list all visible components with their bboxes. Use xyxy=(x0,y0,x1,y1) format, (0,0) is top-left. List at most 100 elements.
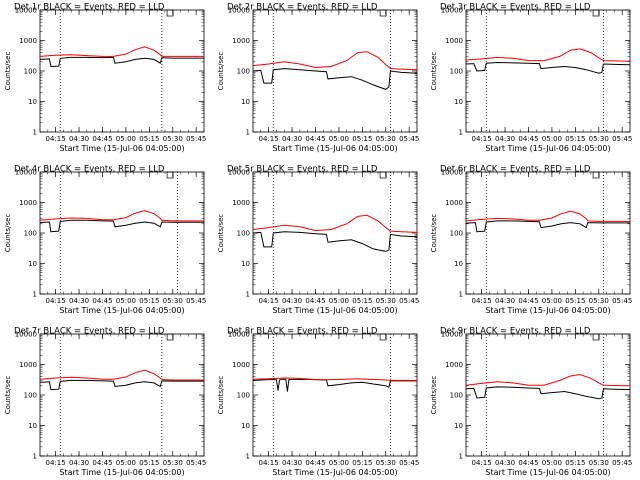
x-tick-label: 04:45 xyxy=(305,297,325,305)
y-tick-label: 1000 xyxy=(19,361,37,369)
marker-box xyxy=(166,9,174,17)
chart-title: Det 9r BLACK = Events, RED = LLD xyxy=(440,327,591,337)
x-tick-label: 05:15 xyxy=(352,297,372,305)
x-axis-label: Start Time (15-Jul-06 04:05:00) xyxy=(272,306,397,315)
series-line-lld xyxy=(252,214,418,233)
x-tick-label: 04:45 xyxy=(518,297,538,305)
plot-frame xyxy=(39,9,205,133)
y-tick-label: 100 xyxy=(237,230,250,238)
marker-box xyxy=(379,333,387,341)
x-tick-label: 04:45 xyxy=(305,459,325,467)
x-tick-label: 04:30 xyxy=(69,135,89,143)
chart-title: Det 3r BLACK = Events, RED = LLD xyxy=(440,3,591,13)
x-tick-label: 04:45 xyxy=(92,297,112,305)
y-axis-label: Counts/sec xyxy=(4,52,12,91)
x-tick-label: 04:15 xyxy=(259,135,279,143)
chart-title: Det 8r BLACK = Events, RED = LLD xyxy=(227,327,378,337)
x-tick-label: 05:30 xyxy=(376,297,396,305)
chart-panel-3: Det 3r BLACK = Events, RED = LLD 1 10 100 10… xyxy=(430,3,632,154)
x-tick-label: 05:15 xyxy=(352,459,372,467)
y-tick-label: 100 xyxy=(237,68,250,76)
x-tick-label: 05:45 xyxy=(612,135,632,143)
chart-title: Det 7r BLACK = Events, RED = LLD xyxy=(14,327,165,337)
y-tick-label: 10000 xyxy=(15,7,37,15)
x-tick-label: 04:30 xyxy=(495,459,515,467)
y-tick-label: 10000 xyxy=(228,331,250,339)
y-tick-label: 100 xyxy=(24,392,37,400)
x-tick-label: 04:15 xyxy=(46,135,66,143)
chart-panel-1: Det 1r BLACK = Events, RED = LLD 1 10 100 10… xyxy=(4,3,206,154)
y-tick-label: 10 xyxy=(241,98,250,106)
series-line-events xyxy=(465,386,631,400)
x-axis-label: Start Time (15-Jul-06 04:05:00) xyxy=(485,306,610,315)
y-tick-label: 100 xyxy=(237,392,250,400)
x-tick-label: 05:00 xyxy=(542,297,562,305)
plot-frame xyxy=(39,333,205,457)
x-tick-label: 04:30 xyxy=(282,459,302,467)
x-tick-label: 04:45 xyxy=(92,459,112,467)
x-tick-label: 05:00 xyxy=(116,297,136,305)
y-tick-label: 1000 xyxy=(445,37,463,45)
y-tick-label: 1000 xyxy=(19,199,37,207)
series-line-events xyxy=(39,219,204,233)
plot-frame xyxy=(465,333,631,457)
x-tick-label: 05:15 xyxy=(139,459,159,467)
x-tick-label: 04:45 xyxy=(305,135,325,143)
x-tick-label: 05:00 xyxy=(329,297,349,305)
series-line-lld xyxy=(465,373,631,387)
x-tick-label: 04:15 xyxy=(259,459,279,467)
x-axis-label: Start Time (15-Jul-06 04:05:00) xyxy=(272,468,397,477)
chart-title: Det 5r BLACK = Events, RED = LLD xyxy=(227,165,378,175)
chart-panel-6: Det 6r BLACK = Events, RED = LLD 1 10 100 10… xyxy=(430,165,632,316)
x-tick-label: 04:45 xyxy=(518,135,538,143)
x-tick-label: 05:45 xyxy=(399,297,419,305)
y-tick-label: 1 xyxy=(33,291,37,299)
marker-box xyxy=(379,171,387,179)
y-tick-label: 1 xyxy=(246,129,250,137)
x-tick-label: 04:30 xyxy=(282,135,302,143)
x-tick-label: 05:45 xyxy=(399,459,419,467)
x-tick-label: 05:15 xyxy=(139,297,159,305)
x-tick-label: 04:15 xyxy=(472,459,492,467)
marker-box xyxy=(166,171,174,179)
x-tick-label: 04:15 xyxy=(472,297,492,305)
x-tick-label: 05:15 xyxy=(139,135,159,143)
marker-box xyxy=(592,171,600,179)
x-tick-label: 05:45 xyxy=(186,459,206,467)
y-tick-label: 10000 xyxy=(441,169,463,177)
series-line-events xyxy=(252,231,418,252)
chart-title: Det 1r BLACK = Events, RED = LLD xyxy=(14,3,165,13)
x-tick-label: 05:00 xyxy=(542,459,562,467)
y-tick-label: 1 xyxy=(459,129,463,137)
x-tick-label: 05:30 xyxy=(163,135,183,143)
y-tick-label: 100 xyxy=(24,68,37,76)
x-tick-label: 05:45 xyxy=(186,135,206,143)
x-tick-label: 05:00 xyxy=(329,459,349,467)
x-tick-label: 05:15 xyxy=(352,135,372,143)
series-line-events xyxy=(39,56,204,68)
y-tick-label: 10 xyxy=(28,260,37,268)
x-tick-label: 05:30 xyxy=(589,297,609,305)
chart-panel-9: Det 9r BLACK = Events, RED = LLD 1 10 100 10… xyxy=(430,327,632,478)
chart-panel-8: Det 8r BLACK = Events, RED = LLD 1 10 100 10… xyxy=(217,327,419,478)
y-tick-label: 10000 xyxy=(441,7,463,15)
y-tick-label: 1000 xyxy=(232,37,250,45)
series-line-lld xyxy=(465,210,630,222)
y-tick-label: 100 xyxy=(450,392,463,400)
y-tick-label: 100 xyxy=(24,230,37,238)
x-tick-label: 05:30 xyxy=(163,459,183,467)
x-tick-label: 04:15 xyxy=(259,297,279,305)
y-tick-label: 1 xyxy=(246,291,250,299)
y-tick-label: 1000 xyxy=(445,199,463,207)
series-line-events xyxy=(465,61,631,74)
y-axis-label: Counts/sec xyxy=(430,214,438,253)
y-tick-label: 10 xyxy=(241,422,250,430)
x-tick-label: 04:30 xyxy=(495,297,515,305)
series-line-lld xyxy=(39,369,204,381)
y-tick-label: 1 xyxy=(459,453,463,461)
y-tick-label: 10 xyxy=(28,98,37,106)
x-tick-label: 04:45 xyxy=(92,135,112,143)
x-tick-label: 05:45 xyxy=(399,135,419,143)
series-line-events xyxy=(39,379,204,391)
